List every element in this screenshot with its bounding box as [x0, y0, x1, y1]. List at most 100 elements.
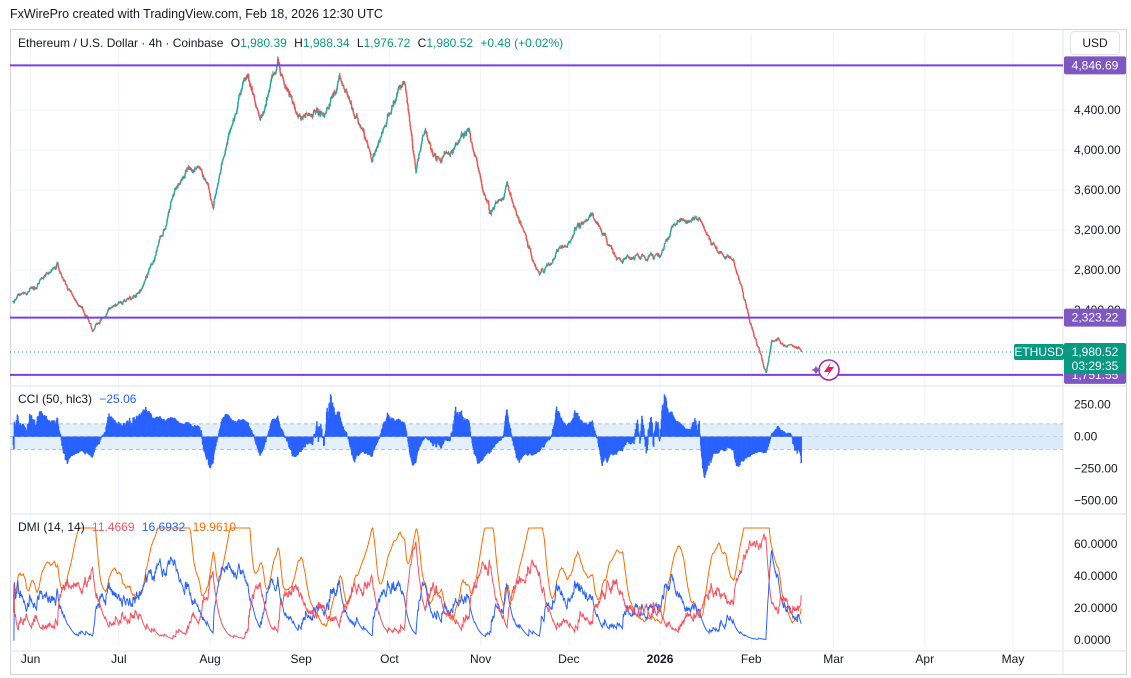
candle-body	[718, 252, 721, 254]
candle-body	[39, 279, 41, 281]
candle-body	[654, 255, 656, 257]
candle-body	[533, 262, 535, 264]
candle-body	[193, 171, 195, 173]
candle-body	[204, 179, 207, 182]
candle-body	[90, 326, 93, 329]
candle-body	[48, 272, 50, 275]
candle-body	[313, 110, 315, 112]
candle-body	[257, 111, 260, 115]
candle-body	[329, 97, 332, 103]
candle-body	[129, 296, 131, 298]
candle-body	[731, 259, 733, 261]
cci-bar	[698, 420, 701, 437]
candle-body	[709, 239, 712, 242]
candle-body	[496, 202, 498, 204]
candle-body	[800, 349, 802, 352]
candle-body	[690, 219, 693, 222]
level-price-label: 2,323.22	[1072, 311, 1119, 325]
candle-body	[638, 257, 641, 259]
currency-button[interactable]: USD	[1070, 31, 1120, 55]
cci-bar	[509, 428, 512, 437]
dmi-title[interactable]: DMI (14, 14)	[18, 520, 85, 534]
cci-bar	[423, 436, 426, 438]
cci-bar	[58, 431, 61, 437]
candle-body	[696, 218, 698, 221]
candle-body	[233, 117, 236, 121]
time-axis-label: Sep	[291, 652, 313, 666]
candle-body	[263, 109, 266, 112]
candle-body	[630, 258, 633, 260]
candle-body	[251, 87, 253, 93]
candle-body	[714, 246, 717, 249]
last-price-value: 1,980.52	[1072, 345, 1119, 359]
price-axis-label: 4,000.00	[1074, 143, 1121, 157]
candle-body	[569, 241, 572, 243]
candle-body	[181, 179, 183, 180]
candle-body	[40, 278, 42, 280]
time-axis-label: Nov	[470, 652, 491, 666]
candle-body	[722, 254, 724, 255]
candle-body	[226, 139, 229, 144]
price-axis-label: 3,200.00	[1074, 223, 1121, 237]
candle-body	[721, 252, 723, 254]
cci-bar	[651, 432, 654, 437]
candle-body	[481, 188, 484, 191]
cci-title[interactable]: CCI (50, hlc3)	[18, 392, 93, 406]
flash-logo-icon[interactable]	[811, 359, 840, 381]
candle-body	[222, 158, 224, 160]
candle-body	[639, 258, 642, 260]
candle-body	[508, 191, 511, 193]
candle-body	[286, 90, 289, 92]
candle-body	[611, 247, 614, 250]
candle-body	[215, 189, 218, 194]
candle-body	[705, 232, 708, 234]
cci-bar	[647, 436, 649, 445]
candle-body	[316, 107, 319, 113]
candle-body	[449, 154, 451, 156]
candle-body	[768, 355, 771, 358]
candle-body	[251, 92, 254, 95]
candle-body	[56, 262, 58, 265]
candle-body	[335, 89, 338, 94]
candle-body	[295, 110, 297, 113]
candle-body	[431, 151, 434, 155]
candle-body	[194, 167, 197, 169]
candle-body	[205, 181, 207, 182]
candle-body	[70, 291, 72, 292]
candle-body	[390, 112, 392, 114]
candle-body	[266, 96, 269, 98]
candle-body	[89, 323, 92, 324]
candle-body	[105, 314, 107, 318]
candle-body	[282, 78, 285, 82]
symbol-title[interactable]: Ethereum / U.S. Dollar · 4h · Coinbase	[18, 36, 224, 50]
candle-body	[73, 296, 75, 299]
candle-body	[663, 246, 665, 250]
candle-body	[324, 114, 326, 117]
candle-body	[254, 103, 257, 106]
candle-body	[346, 91, 348, 96]
candle-body	[694, 216, 696, 219]
candle-body	[660, 254, 662, 256]
candle-body	[640, 257, 642, 259]
candle-body	[210, 199, 212, 201]
candle-body	[113, 305, 116, 307]
candle-body	[426, 134, 428, 138]
candle-body	[232, 120, 234, 124]
candle-body	[63, 280, 65, 282]
candle-body	[580, 223, 582, 226]
candle-body	[747, 309, 749, 313]
candle-body	[476, 159, 478, 164]
candle-body	[417, 158, 419, 162]
candle-body	[221, 163, 223, 165]
candle-body	[733, 260, 735, 263]
candle-body	[575, 226, 578, 228]
candle-body	[705, 232, 707, 233]
candle-body	[253, 98, 256, 101]
candle-body	[216, 185, 219, 189]
candle-body	[393, 101, 396, 103]
candle-body	[376, 145, 379, 148]
candle-body	[462, 134, 465, 138]
candle-body	[694, 216, 697, 218]
candle-body	[484, 194, 486, 196]
